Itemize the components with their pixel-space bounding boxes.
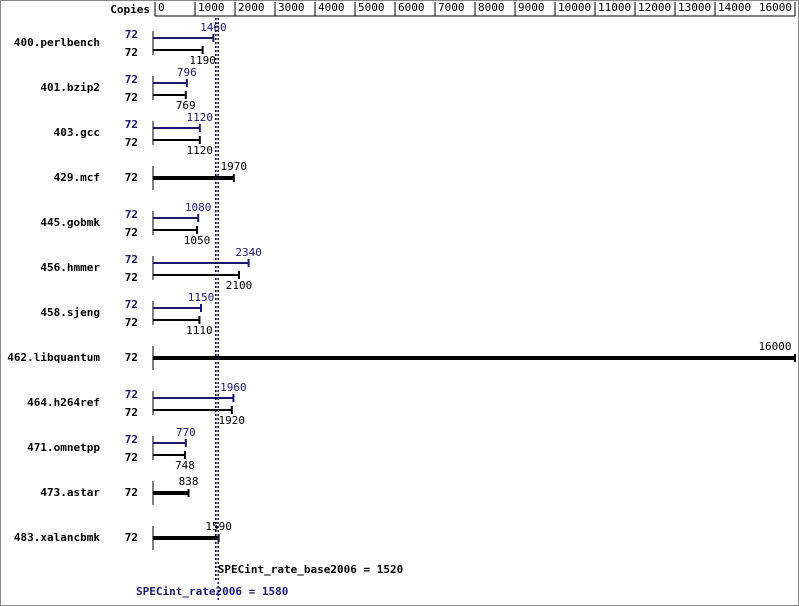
- x-tick-label: 4000: [318, 1, 345, 14]
- copies-label: 72: [125, 171, 138, 184]
- copies-label: 72: [125, 486, 138, 499]
- value-label: 748: [175, 459, 195, 472]
- value-label: 1150: [188, 291, 215, 304]
- value-label: 1110: [186, 324, 213, 337]
- x-tick-label: 7000: [438, 1, 465, 14]
- category-label: 400.perlbench: [14, 36, 100, 49]
- value-label: 2340: [235, 246, 262, 259]
- value-label: 1080: [185, 201, 212, 214]
- x-tick-label: 14000: [718, 1, 751, 14]
- copies-label: 72: [125, 271, 138, 284]
- x-tick-label: 1000: [198, 1, 225, 14]
- x-tick-label: 0: [158, 1, 165, 14]
- copies-label: 72: [125, 433, 138, 446]
- x-tick-label: 5000: [358, 1, 385, 14]
- category-label: 483.xalancbmk: [14, 531, 100, 544]
- value-label: 2100: [226, 279, 253, 292]
- value-label: 1050: [184, 234, 211, 247]
- category-label: 403.gcc: [54, 126, 100, 139]
- copies-label: 72: [125, 91, 138, 104]
- category-label: 445.gobmk: [40, 216, 100, 229]
- copies-label: 72: [125, 388, 138, 401]
- category-label: 473.astar: [40, 486, 100, 499]
- value-label: 1960: [220, 381, 247, 394]
- x-tick-label: 16000: [759, 1, 792, 14]
- category-label: 401.bzip2: [40, 81, 100, 94]
- x-tick-label: 13000: [678, 1, 711, 14]
- copies-label: 72: [125, 28, 138, 41]
- x-axis-label: Copies: [110, 3, 150, 16]
- copies-label: 72: [125, 253, 138, 266]
- category-label: 458.sjeng: [40, 306, 100, 319]
- copies-label: 72: [125, 351, 138, 364]
- value-label: 796: [177, 66, 197, 79]
- copies-label: 72: [125, 46, 138, 59]
- x-tick-label: 3000: [278, 1, 305, 14]
- value-label: 1920: [219, 414, 246, 427]
- value-label: 1120: [187, 144, 214, 157]
- x-tick-label: 10000: [558, 1, 591, 14]
- x-tick-label: 2000: [238, 1, 265, 14]
- copies-label: 72: [125, 451, 138, 464]
- category-label: 462.libquantum: [7, 351, 100, 364]
- x-tick-label: 8000: [478, 1, 505, 14]
- copies-label: 72: [125, 226, 138, 239]
- reference-label: SPECint_rate2006 = 1580: [136, 585, 288, 598]
- copies-label: 72: [125, 298, 138, 311]
- copies-label: 72: [125, 118, 138, 131]
- copies-label: 72: [125, 73, 138, 86]
- value-label: 769: [176, 99, 196, 112]
- x-tick-label: 12000: [638, 1, 671, 14]
- copies-label: 72: [125, 136, 138, 149]
- category-label: 471.omnetpp: [27, 441, 100, 454]
- copies-label: 72: [125, 316, 138, 329]
- value-label: 1970: [221, 160, 248, 173]
- category-label: 429.mcf: [54, 171, 100, 184]
- category-label: 456.hmmer: [40, 261, 100, 274]
- copies-label: 72: [125, 531, 138, 544]
- reference-label: SPECint_rate_base2006 = 1520: [218, 563, 403, 576]
- x-tick-label: 11000: [598, 1, 631, 14]
- value-label: 838: [179, 475, 199, 488]
- value-label: 770: [176, 426, 196, 439]
- copies-label: 72: [125, 208, 138, 221]
- x-tick-label: 9000: [518, 1, 545, 14]
- category-label: 464.h264ref: [27, 396, 100, 409]
- value-label: 1120: [187, 111, 214, 124]
- value-label: 1460: [200, 21, 227, 34]
- value-label: 16000: [758, 340, 791, 353]
- value-label: 1190: [189, 54, 216, 67]
- copies-label: 72: [125, 406, 138, 419]
- x-tick-label: 6000: [398, 1, 425, 14]
